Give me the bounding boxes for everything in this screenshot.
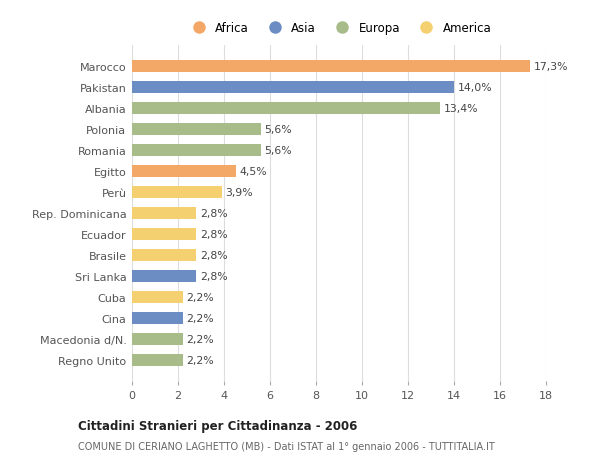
Bar [132,354,182,366]
Text: 14,0%: 14,0% [457,83,492,93]
Text: 2,8%: 2,8% [200,230,227,239]
Bar [132,313,182,324]
Bar [132,207,196,219]
Legend: Africa, Asia, Europa, America: Africa, Asia, Europa, America [183,18,495,38]
Text: 2,2%: 2,2% [186,292,214,302]
Bar [132,145,261,157]
Bar [132,333,182,345]
Bar [132,291,182,303]
Bar [132,103,440,114]
Text: 2,8%: 2,8% [200,271,227,281]
Text: 2,2%: 2,2% [186,355,214,365]
Bar [132,270,196,282]
Bar [132,187,222,198]
Text: 2,8%: 2,8% [200,250,227,260]
Bar [132,166,235,177]
Bar [132,250,196,261]
Text: Cittadini Stranieri per Cittadinanza - 2006: Cittadini Stranieri per Cittadinanza - 2… [78,419,358,432]
Text: 5,6%: 5,6% [264,125,292,134]
Bar [132,82,454,94]
Text: 3,9%: 3,9% [225,188,253,197]
Text: 13,4%: 13,4% [443,104,478,114]
Text: 2,2%: 2,2% [186,313,214,323]
Text: 17,3%: 17,3% [533,62,568,72]
Text: 2,8%: 2,8% [200,208,227,218]
Bar [132,124,261,135]
Bar [132,61,530,73]
Text: 4,5%: 4,5% [239,167,266,177]
Text: 5,6%: 5,6% [264,146,292,156]
Text: COMUNE DI CERIANO LAGHETTO (MB) - Dati ISTAT al 1° gennaio 2006 - TUTTITALIA.IT: COMUNE DI CERIANO LAGHETTO (MB) - Dati I… [78,441,495,451]
Text: 2,2%: 2,2% [186,334,214,344]
Bar [132,229,196,240]
